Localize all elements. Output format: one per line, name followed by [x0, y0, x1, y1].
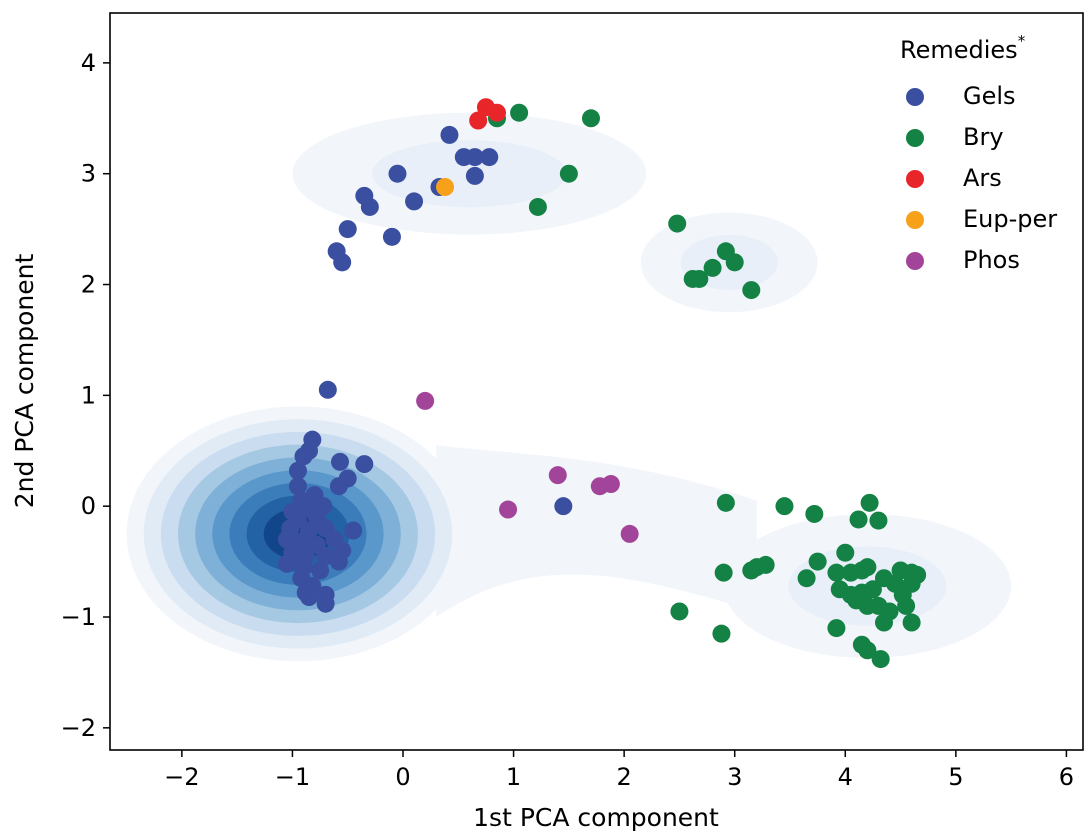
point-phos-3 — [601, 475, 620, 494]
point-bry-28 — [858, 558, 877, 577]
x-axis-ticks: −2 −1 0 1 2 3 4 5 6 — [164, 750, 1074, 791]
legend-marker-ars — [906, 170, 924, 188]
point-gels-12 — [465, 166, 484, 185]
point-bry-12 — [716, 493, 735, 512]
point-gels-53 — [554, 497, 573, 516]
point-gels-23 — [288, 477, 307, 496]
point-bry-47 — [827, 619, 846, 638]
point-gels-2 — [327, 242, 346, 261]
point-gels-22 — [329, 477, 348, 496]
point-eup-per-0 — [436, 177, 455, 196]
point-bry-17 — [869, 511, 888, 530]
point-gels-11 — [480, 148, 499, 167]
scatter-points — [277, 98, 927, 669]
point-bry-18 — [808, 552, 827, 571]
point-bry-7 — [690, 269, 709, 288]
x-tick-label-4: 4 — [838, 763, 853, 791]
point-bry-49 — [858, 641, 877, 660]
x-tick-label-5: 5 — [948, 763, 963, 791]
point-bry-46 — [902, 613, 921, 632]
y-tick-label--1: −1 — [61, 603, 96, 631]
point-gels-3 — [338, 220, 357, 239]
point-bry-44 — [893, 585, 912, 604]
point-bry-38 — [863, 580, 882, 599]
point-gels-14 — [318, 380, 337, 399]
y-tick-label-2: 2 — [81, 271, 96, 299]
point-gels-17 — [294, 447, 313, 466]
y-tick-label--2: −2 — [61, 714, 96, 742]
point-gels-52 — [316, 594, 335, 613]
legend: Remedies* Gels Bry Ars Eup-per Phos — [900, 32, 1057, 274]
point-bry-5 — [668, 214, 687, 233]
legend-label-phos: Phos — [963, 246, 1020, 274]
legend-label-gels: Gels — [963, 82, 1016, 110]
legend-label-ars: Ars — [963, 164, 1002, 192]
point-bry-11 — [742, 281, 761, 300]
point-gels-43 — [277, 554, 296, 573]
point-bry-22 — [756, 555, 775, 574]
point-ars-2 — [469, 111, 488, 130]
legend-label-eup-per: Eup-per — [963, 205, 1057, 233]
point-bry-15 — [860, 493, 879, 512]
plot-frame — [109, 12, 1084, 751]
x-tick-label--2: −2 — [164, 763, 199, 791]
legend-marker-eup-per — [906, 211, 924, 229]
point-phos-0 — [416, 391, 435, 410]
y-axis-ticks: −2 −1 0 1 2 3 4 — [61, 49, 110, 742]
point-bry-13 — [775, 497, 794, 516]
point-gels-18 — [330, 452, 349, 471]
point-bry-10 — [725, 253, 744, 272]
point-bry-3 — [559, 164, 578, 183]
point-bry-25 — [827, 563, 846, 582]
point-gels-10 — [465, 148, 484, 167]
point-gels-6 — [405, 192, 424, 211]
point-gels-4 — [355, 186, 374, 205]
point-gels-8 — [440, 125, 459, 144]
point-gels-46 — [329, 552, 348, 571]
density-bridge — [436, 445, 757, 618]
point-bry-4 — [528, 197, 547, 216]
x-tick-label--1: −1 — [275, 763, 310, 791]
y-tick-label-4: 4 — [81, 49, 96, 77]
legend-marker-bry — [906, 129, 924, 147]
point-bry-8 — [703, 258, 722, 277]
y-tick-label-0: 0 — [81, 492, 96, 520]
point-bry-50 — [871, 650, 890, 669]
x-axis-label: 1st PCA component — [473, 803, 719, 832]
legend-marker-phos — [906, 252, 924, 270]
x-tick-label-6: 6 — [1059, 763, 1074, 791]
point-phos-5 — [620, 524, 639, 543]
point-bry-16 — [849, 510, 868, 529]
point-gels-34 — [344, 521, 363, 540]
point-bry-52 — [712, 624, 731, 643]
point-gels-5 — [388, 164, 407, 183]
legend-title: Remedies* — [900, 32, 1026, 64]
point-bry-24 — [714, 563, 733, 582]
x-tick-label-1: 1 — [506, 763, 521, 791]
legend-marker-gels — [906, 88, 924, 106]
point-ars-1 — [487, 103, 506, 122]
point-gels-7 — [382, 227, 401, 246]
x-tick-label-0: 0 — [395, 763, 410, 791]
point-gels-45 — [311, 561, 330, 580]
y-tick-label-3: 3 — [81, 160, 96, 188]
point-gels-50 — [300, 588, 319, 607]
point-gels-19 — [355, 455, 374, 474]
point-phos-1 — [548, 466, 567, 485]
point-phos-4 — [499, 500, 518, 519]
x-tick-label-3: 3 — [727, 763, 742, 791]
point-bry-14 — [805, 504, 824, 523]
y-axis-label: 2nd PCA component — [10, 254, 39, 509]
point-bry-23 — [797, 569, 816, 588]
point-bry-2 — [581, 109, 600, 128]
x-tick-label-2: 2 — [617, 763, 632, 791]
point-bry-19 — [836, 543, 855, 562]
point-gels-20 — [288, 461, 307, 480]
point-bry-1 — [510, 103, 529, 122]
point-bry-51 — [670, 602, 689, 621]
point-bry-45 — [874, 613, 893, 632]
y-tick-label-1: 1 — [81, 381, 96, 409]
legend-label-bry: Bry — [963, 123, 1004, 151]
